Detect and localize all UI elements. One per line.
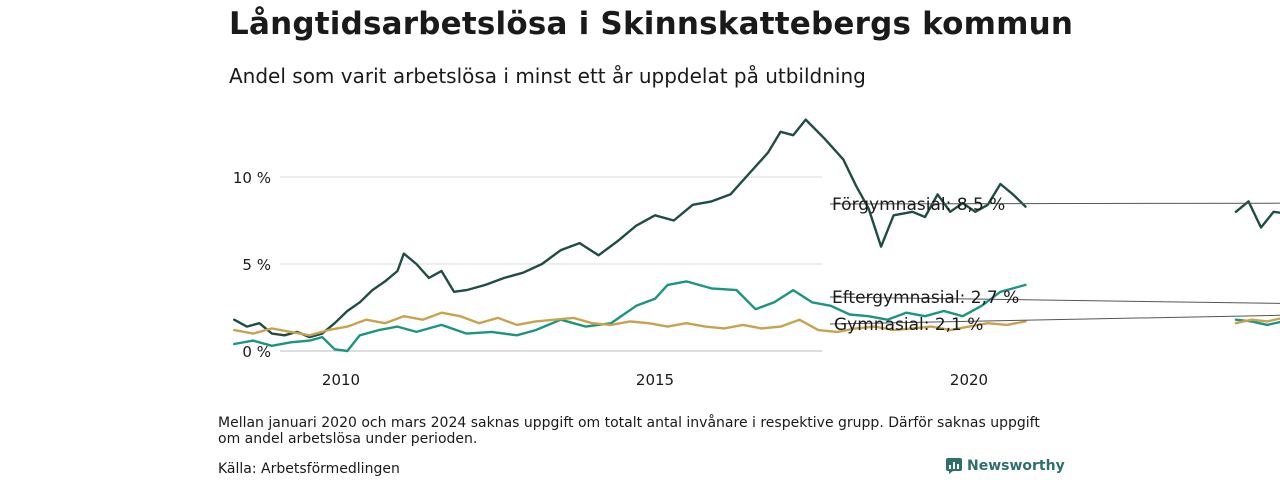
y-axis-ticks: 0 % 5 % 10 % — [233, 169, 271, 361]
brand-name: Newsworthy — [967, 458, 1065, 474]
series-end-labels: Förgymnasial: 8,5 % Eftergymnasial: 2,7 %… — [829, 195, 1280, 335]
label-connector — [829, 314, 1280, 325]
y-tick-label: 0 % — [242, 343, 271, 361]
series-line-eftergymnasial — [1234, 318, 1280, 327]
x-tick-label: 2020 — [950, 371, 988, 389]
x-tick-label: 2015 — [636, 371, 674, 389]
label-connector — [829, 202, 1280, 205]
series-line-gymnasial — [1234, 317, 1280, 325]
brand-logo: Newsworthy — [946, 458, 1065, 474]
series-line-förgymnasial — [1234, 200, 1280, 229]
chart-subtitle: Andel som varit arbetslösa i minst ett å… — [229, 64, 866, 88]
series-end-label: Eftergymnasial: 2,7 % — [832, 288, 1019, 308]
series-line-förgymnasial — [232, 118, 1027, 339]
line-chart: 0 %5 %10 % 201020152020aug 2025 Förgymna… — [232, 118, 1280, 389]
series-lines — [232, 118, 1280, 353]
x-axis-ticks: 201020152020aug 2025 — [322, 371, 988, 389]
series-line-gymnasial — [232, 311, 1027, 337]
source-text: Källa: Arbetsförmedlingen — [218, 461, 400, 477]
y-tick-label: 5 % — [242, 256, 271, 274]
y-tick-label: 10 % — [233, 169, 271, 187]
series-end-label: Gymnasial: 2,1 % — [834, 315, 983, 335]
series-end-label: Förgymnasial: 8,5 % — [832, 195, 1005, 215]
x-tick-label: 2010 — [322, 371, 360, 389]
newsworthy-logo-icon — [946, 458, 962, 474]
gridlines — [280, 176, 822, 352]
footnote: Mellan januari 2020 och mars 2024 saknas… — [218, 415, 1040, 447]
chart-title: Långtidsarbetslösa i Skinnskattebergs ko… — [229, 6, 1074, 42]
label-connector — [829, 296, 1280, 304]
series-line-eftergymnasial — [232, 280, 1027, 353]
